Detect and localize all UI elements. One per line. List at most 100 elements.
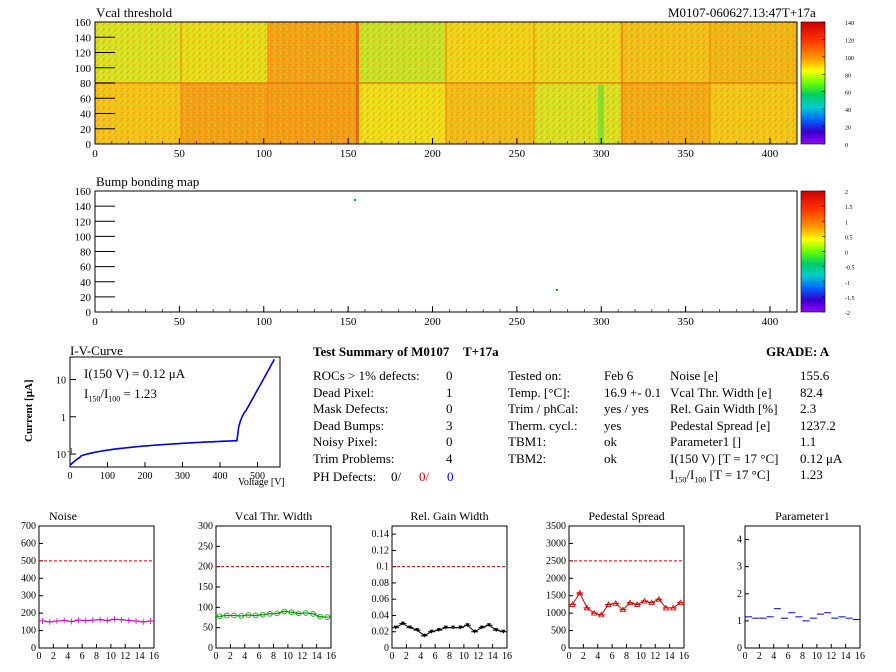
iv-y-tick-label: 1 [61,413,66,424]
x-tick-label: 6 [786,651,791,662]
y-tick-label: 3500 [546,521,566,532]
scale-label: -1 [845,281,850,287]
data-point [443,625,448,630]
bump-color-scale [800,190,826,313]
data-point [252,612,259,619]
data-point [216,613,223,620]
maps-svg: 0 50 100 150 200 250 300 350 4000204060801001201… [75,17,855,328]
data-point [590,609,598,616]
summary-label: Trim Problems: [313,450,395,466]
y-tick-label: 150 [198,582,213,593]
y-tick-label: 100 [75,63,92,75]
y-tick-label: 1 [737,616,742,627]
summary-label: Tested on: [508,368,562,383]
iv-y-tick-exponent: -1 [67,447,73,455]
scale-label: 0.5 [845,235,853,241]
y-tick-label: 250 [198,541,213,552]
chart-pedestal-spread: Pedestal Spread 0 500 1000 1500 2000 2500 3000 3… [546,509,689,662]
summary-value: 1.1 [800,434,817,449]
x-tick-label: 2 [404,651,409,662]
x-tick-label: 10 [106,651,116,662]
data-point [267,611,273,617]
x-tick-label: 14 [841,651,851,662]
data-point [295,610,302,617]
y-tick-label: 0 [561,643,566,654]
y-tick-label: 700 [21,521,36,532]
summary-value: 0.12 μA [800,450,843,466]
x-tick-label: 10 [636,651,646,662]
y-tick-label: 200 [198,562,213,573]
summary-value: yes / yes [604,401,649,416]
scale-label: 2 [845,190,848,196]
iv-ylabel: Current [μA] [23,379,35,442]
y-tick-label: 0.1 [377,562,390,573]
bump-map-title: Bump bonding map [96,174,200,189]
vcal-heatmap [95,22,797,144]
x-tick-label: 16 [149,651,159,662]
y-tick-label: 2500 [546,556,566,567]
x-tick-label: 150 [340,316,357,328]
data-point [429,629,434,634]
y-tick-label: 400 [21,573,36,584]
iv-xlabel: Voltage [V] [238,477,285,488]
x-tick-label: 250 [509,316,526,328]
x-tick-label: 0 [214,651,219,662]
y-tick-label: 100 [21,626,36,637]
data-point [465,623,470,628]
summary-value: 0 [446,401,453,416]
x-tick-label: 8 [800,651,805,662]
data-point [655,595,663,602]
x-tick-label: 14 [135,651,145,662]
data-point [281,608,288,615]
data-point [288,609,295,616]
x-tick-label: 0 [743,651,748,662]
scale-label: 80 [845,73,851,79]
summary-value: 0 [446,368,453,383]
summary-value: 2.3 [800,401,817,416]
y-tick-label: 60 [80,93,92,105]
ratio-label: I150/I100 [T = 17 °C] [670,467,770,485]
chart-frame [215,525,332,649]
x-tick-label: 350 [677,316,694,328]
chart-title: Rel. Gain Width [410,509,488,523]
x-tick-label: 16 [502,651,512,662]
ph-defects-v3: 0 [447,469,454,484]
summary-value: 3 [446,417,453,433]
x-tick-label: 0 [92,148,98,160]
summary-value: ok [604,450,617,466]
y-tick-label: 40 [80,109,92,121]
iv-x-tick-label: 200 [138,471,153,482]
y-tick-label: 100 [75,231,92,243]
data-point [472,629,477,634]
chart-title: Noise [49,509,77,523]
summary-label: I(150 V) [T = 17 °C] [670,450,779,466]
summary-label: Dead Bumps: [313,417,385,433]
data-point [598,611,605,618]
y-tick-label: 60 [80,262,92,274]
data-point [583,604,591,611]
y-tick-label: 0 [86,307,92,319]
y-tick-label: 2000 [546,573,566,584]
chart-rel-gain-width: Rel. Gain Width 0 0.02 0.04 0.06 0.08 0.1 0.12 0… [372,509,513,662]
x-tick-label: 300 [593,148,610,160]
scale-label: 0 [845,143,848,149]
data-point [626,599,634,606]
bump-defect [556,289,558,291]
chart-frame [391,525,508,649]
data-point [231,612,237,619]
data-point [494,628,499,633]
x-tick-label: 6 [433,651,438,662]
x-tick-label: 4 [771,651,776,662]
y-tick-label: 160 [75,186,92,198]
series-line [572,591,681,616]
x-tick-label: 12 [650,651,660,662]
x-tick-label: 250 [509,148,526,160]
y-tick-label: 600 [21,538,36,549]
data-point [310,611,316,617]
data-point [479,625,484,630]
x-tick-label: 400 [762,148,779,160]
bump-defect [354,199,356,201]
x-tick-label: 10 [812,651,822,662]
x-tick-label: 8 [94,651,99,662]
x-tick-label: 12 [826,651,836,662]
